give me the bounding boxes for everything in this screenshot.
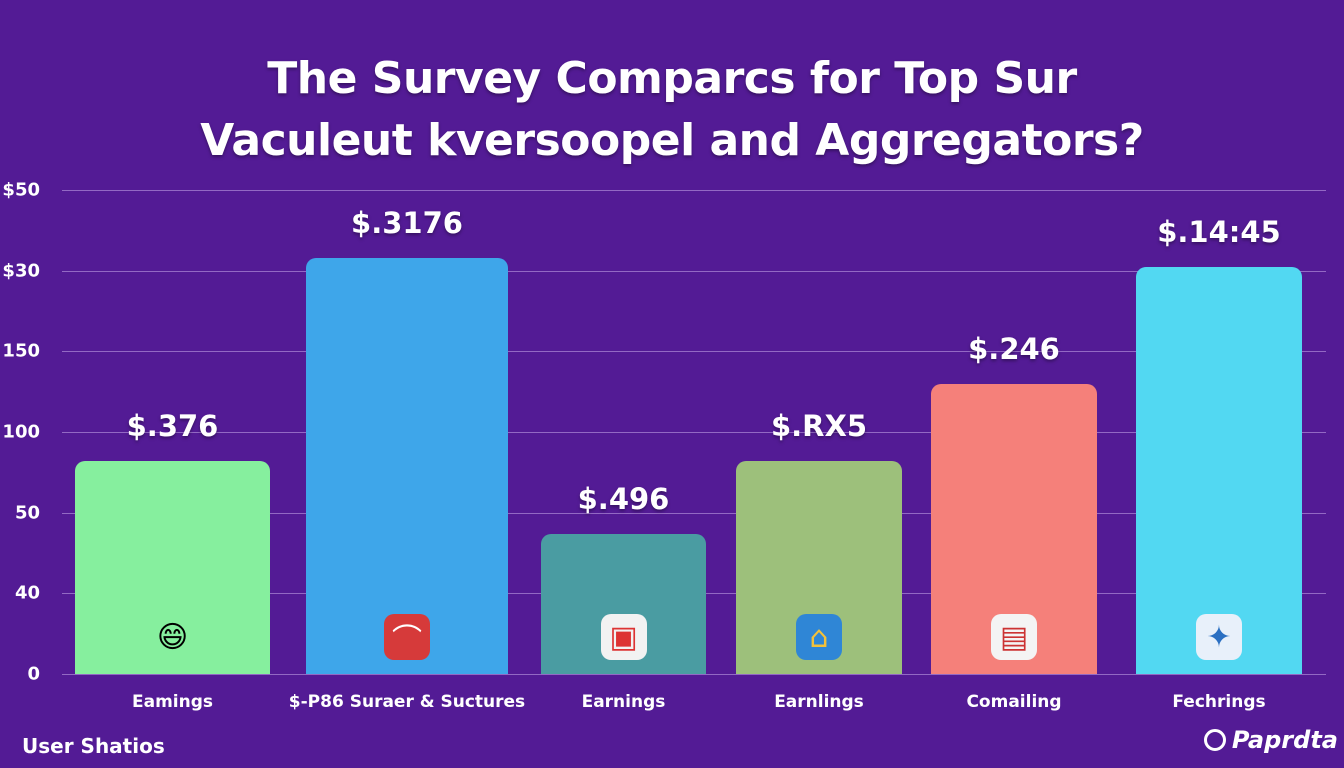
- x-category-label: Earnlings: [774, 692, 864, 712]
- footer-caption: User Shatios: [22, 734, 165, 758]
- x-category-label: Earnings: [581, 692, 666, 712]
- media-app-icon: ▤: [991, 614, 1037, 660]
- grinning-face-icon: 😄: [156, 619, 189, 655]
- gridline: [62, 190, 1326, 191]
- x-category-label: Eamings: [131, 692, 213, 712]
- title-line-1: The Survey Comparcs for Top Sur: [267, 53, 1077, 104]
- x-category-label: Comailing: [966, 692, 1062, 712]
- bar-value-label: $.3176: [351, 205, 463, 240]
- brand-mark-icon: [1203, 729, 1226, 751]
- y-tick-label: $50: [2, 179, 40, 201]
- bar-value-label: $.496: [577, 481, 670, 516]
- y-tick-label: 0: [27, 663, 40, 685]
- y-tick-label: 100: [2, 421, 40, 443]
- home-app-icon: ⌂: [796, 614, 842, 660]
- bar-value-label: $.376: [126, 409, 219, 444]
- title-line-2: Vaculeut kversoopel and Aggregators?: [200, 115, 1144, 166]
- x-category-label: Fechrings: [1172, 692, 1266, 712]
- x-category-label: $-P86 Suraer & Suctures: [288, 692, 526, 712]
- bar-value-label: $.14:45: [1157, 215, 1281, 250]
- bar: [306, 257, 508, 674]
- gridline: [62, 432, 1326, 433]
- bar: [75, 461, 270, 674]
- gridline: [62, 674, 1326, 675]
- gridline: [62, 270, 1326, 272]
- gridline: [62, 351, 1326, 353]
- brand-name: Paprdta: [1231, 726, 1338, 754]
- chart-title: The Survey Comparcs for Top Sur Vaculeut…: [0, 48, 1344, 172]
- red-app-icon: ⌒: [384, 614, 430, 660]
- y-tick-label: 40: [14, 582, 40, 604]
- y-tick-label: $30: [2, 260, 40, 282]
- y-tick-label: 150: [2, 340, 40, 362]
- star-app-icon: ✦: [1196, 614, 1242, 660]
- y-tick-label: 50: [14, 502, 40, 524]
- gridline: [62, 512, 1326, 514]
- bar: [1136, 267, 1302, 674]
- bar-value-label: $.246: [968, 331, 1060, 366]
- brand-logo: Paprdta: [1203, 726, 1338, 754]
- bar-value-label: $.RX5: [770, 409, 868, 444]
- book-app-icon: ▣: [600, 614, 647, 660]
